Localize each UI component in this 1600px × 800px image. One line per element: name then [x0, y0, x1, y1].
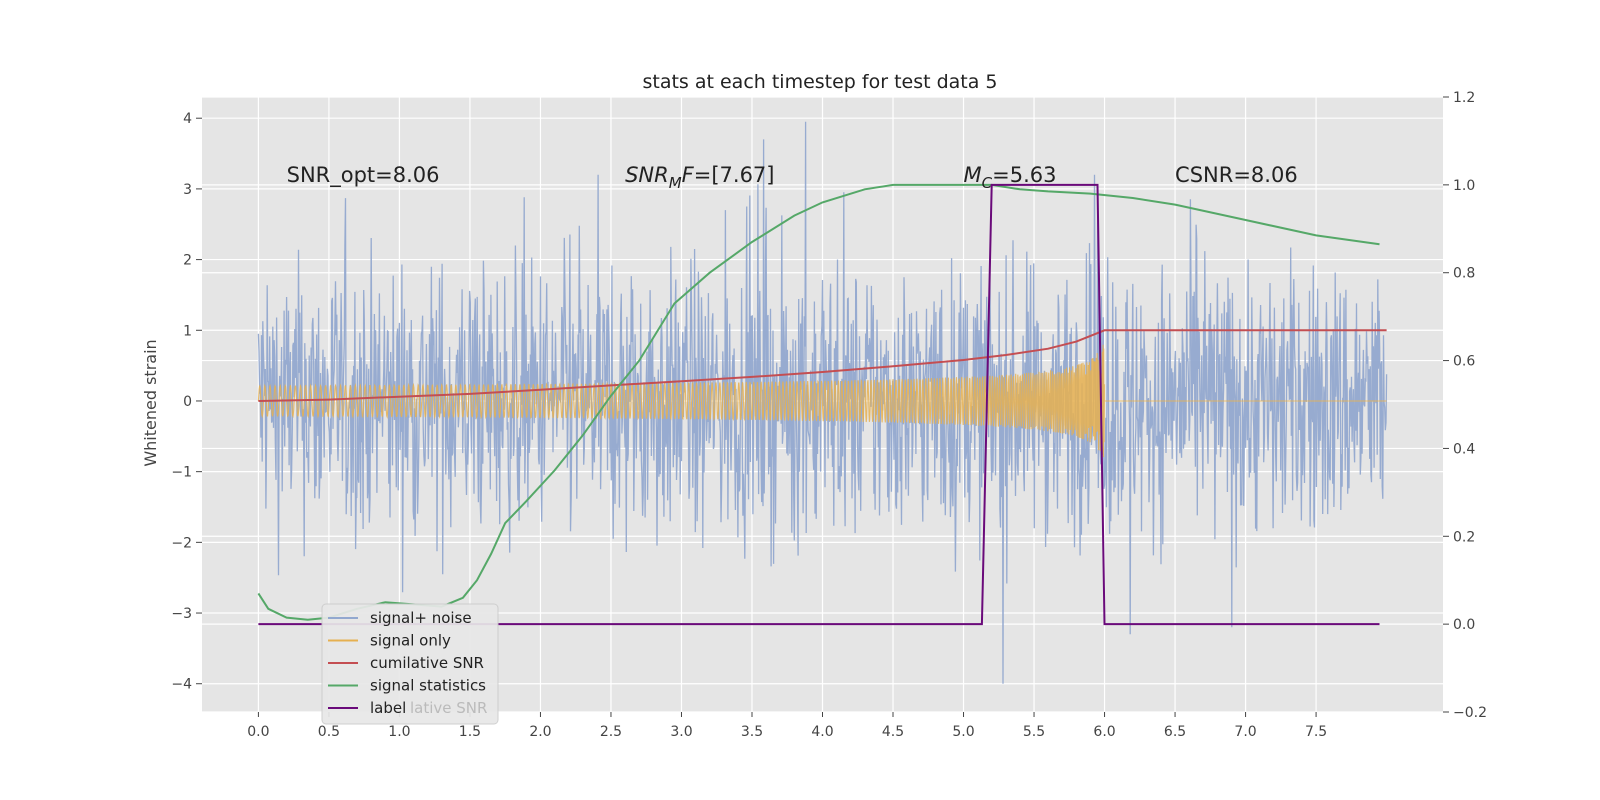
- x-tick-label: 5.5: [1023, 724, 1045, 740]
- y-tick-label: −2: [171, 535, 192, 551]
- annotation-2: SNRMF=[7.67]: [625, 163, 774, 192]
- y2-tick-label: 0.8: [1453, 266, 1475, 282]
- x-tick-label: 1.5: [459, 724, 481, 740]
- x-tick-label: 5.0: [952, 724, 974, 740]
- series-signal-noise: [257, 121, 1388, 684]
- x-tick-label: 2.5: [600, 724, 622, 740]
- x-tick-label: 3.5: [741, 724, 763, 740]
- y-axis-right: 1.2 1.0 0.8 0.6 0.4 0.2 0.0 −0.2: [1443, 90, 1487, 721]
- annotations: SNR_opt=8.06 SNRMF=[7.67] MC=5.63 CSNR=8.06: [287, 163, 1298, 192]
- x-tick-label: 7.5: [1305, 724, 1327, 740]
- legend-ghost-label: lative SNR: [410, 699, 487, 717]
- legend-label: label: [370, 699, 406, 717]
- legend-label: signal+ noise: [370, 609, 472, 627]
- x-tick-label: 7.0: [1234, 724, 1256, 740]
- legend-label: cumilative SNR: [370, 654, 484, 672]
- y-tick-label: 2: [183, 253, 192, 269]
- y-tick-label: 0: [183, 394, 192, 410]
- y2-tick-label: 0.0: [1453, 617, 1475, 633]
- y-axis-left: 4 3 2 1 0 −1 −2 −3 −4: [171, 111, 202, 693]
- y2-tick-label: −0.2: [1453, 705, 1487, 721]
- series-signal-statistics: [257, 183, 1380, 621]
- x-tick-label: 4.0: [811, 724, 833, 740]
- annotation-4: CSNR=8.06: [1175, 163, 1298, 187]
- series-cumulative-snr: [258, 329, 1387, 402]
- series-group: [257, 121, 1388, 684]
- legend-label: signal statistics: [370, 677, 486, 695]
- y-tick-label: −3: [171, 606, 192, 622]
- series-label: [258, 183, 1380, 626]
- x-tick-label: 6.0: [1093, 724, 1115, 740]
- y-tick-label: 1: [183, 323, 192, 339]
- legend: signal+ noise signal only cumilative SNR si…: [321, 603, 499, 725]
- x-tick-label: 3.0: [670, 724, 692, 740]
- x-tick-label: 0.0: [247, 724, 269, 740]
- series-signal-only: [257, 344, 1387, 458]
- y2-tick-label: 0.6: [1453, 354, 1475, 370]
- y-tick-label: 4: [183, 111, 192, 127]
- x-tick-label: 0.5: [318, 724, 340, 740]
- legend-box: [321, 603, 499, 725]
- y-axis-label: Whitened strain: [141, 339, 160, 466]
- y2-tick-label: 0.4: [1453, 441, 1475, 457]
- y-tick-label: −4: [171, 677, 192, 693]
- chart-title: stats at each timestep for test data 5: [642, 71, 997, 93]
- x-tick-label: 1.0: [388, 724, 410, 740]
- y2-tick-label: 1.0: [1453, 178, 1475, 194]
- x-tick-label: 6.5: [1164, 724, 1186, 740]
- legend-label: signal only: [370, 632, 451, 650]
- x-tick-label: 2.0: [529, 724, 551, 740]
- y-tick-label: −1: [171, 465, 192, 481]
- annotation-1: SNR_opt=8.06: [287, 163, 440, 188]
- y2-tick-label: 0.2: [1453, 529, 1475, 545]
- annotation-3: MC=5.63: [964, 163, 1057, 192]
- x-axis: 0.0 0.5 1.0 1.5 2.0 2.5 3.0 3.5 4.0 4.5 5.0 5.5 6.0 6…: [247, 712, 1327, 740]
- y2-tick-label: 1.2: [1453, 90, 1475, 106]
- y-tick-label: 3: [183, 182, 192, 198]
- x-tick-label: 4.5: [882, 724, 904, 740]
